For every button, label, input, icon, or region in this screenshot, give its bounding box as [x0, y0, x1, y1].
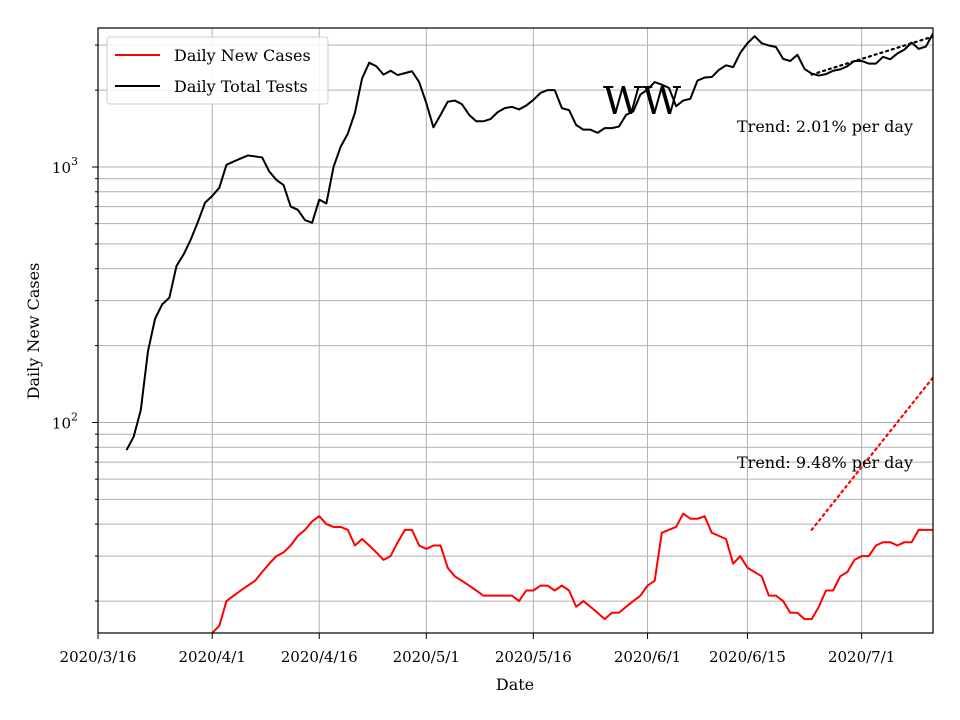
trend-label: Trend: 9.48% per day	[737, 453, 913, 472]
x-tick-label: 2020/4/16	[281, 648, 358, 666]
x-tick-label: 2020/4/1	[179, 648, 246, 666]
y-tick-exponent: 2	[71, 410, 78, 423]
daily-new-cases-line	[210, 512, 933, 633]
trend-label: Trend: 2.01% per day	[737, 117, 913, 136]
plot-frame	[97, 27, 934, 634]
y-tick-exponent: 3	[71, 155, 78, 168]
legend: Daily New Cases Daily Total Tests	[106, 36, 329, 105]
y-tick-base: 10	[52, 159, 71, 177]
x-tick-label: 2020/3/16	[60, 648, 137, 666]
legend-label: Daily Total Tests	[174, 77, 308, 96]
x-tick-label: 2020/6/1	[614, 648, 681, 666]
trend-annotations: Trend: 2.01% per day Trend: 9.48% per day	[737, 117, 913, 472]
grid-lines	[97, 28, 933, 633]
x-axis-label: Date	[496, 675, 534, 694]
legend-label: Daily New Cases	[174, 46, 311, 65]
daily-total-tests-line	[125, 32, 933, 451]
y-tick-label: 102	[52, 410, 78, 432]
plot-lines	[125, 32, 933, 633]
trend-line	[810, 376, 933, 531]
y-axis-label: Daily New Cases	[24, 263, 43, 400]
legend-box	[106, 36, 329, 105]
watermark: WW	[603, 79, 681, 123]
y-tick-base: 10	[52, 414, 71, 432]
x-tick-label: 2020/5/1	[393, 648, 460, 666]
y-tick-label: 103	[52, 155, 78, 177]
x-tick-label: 2020/6/15	[709, 648, 786, 666]
axis-ticks: 2020/3/16 2020/4/1 2020/4/16 2020/5/1 2020/5…	[52, 44, 895, 666]
x-tick-label: 2020/7/1	[828, 648, 895, 666]
x-tick-label: 2020/5/16	[495, 648, 572, 666]
